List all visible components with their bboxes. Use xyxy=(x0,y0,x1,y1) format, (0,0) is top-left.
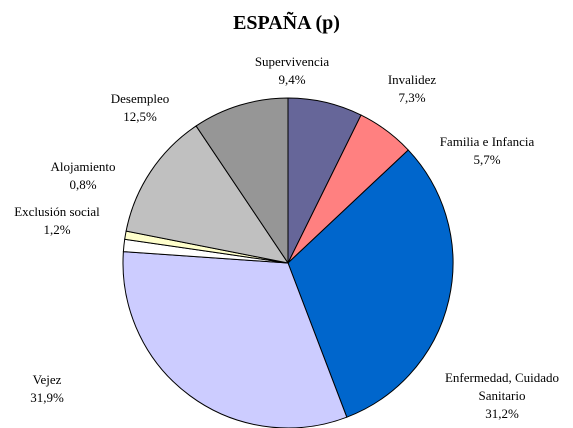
pie-slice xyxy=(125,125,290,264)
value-label: 12,5% xyxy=(123,109,157,124)
value-label: 9,4% xyxy=(278,72,306,87)
value-label: 1,2% xyxy=(43,222,71,237)
pie-slice xyxy=(122,251,348,428)
value-label: 0,8% xyxy=(69,177,97,192)
category-label: Enfermedad, Cuidado Sanitario xyxy=(444,370,560,403)
value-label: 5,7% xyxy=(473,152,501,167)
slice-label: Familia e Infancia 5,7% xyxy=(417,133,557,169)
pie-slice xyxy=(195,97,289,265)
category-label: Desempleo xyxy=(110,91,170,106)
slice-label: Vejez 31,9% xyxy=(7,371,87,407)
slice-label: Desempleo 12,5% xyxy=(90,90,190,126)
chart-title: ESPAÑA (p) xyxy=(233,12,340,34)
slice-label: Enfermedad, Cuidado Sanitario 31,2% xyxy=(427,369,573,423)
value-label: 7,3% xyxy=(398,90,426,105)
value-label: 31,2% xyxy=(485,406,519,421)
category-label: Alojamiento xyxy=(50,159,116,174)
value-label: 31,9% xyxy=(30,390,64,405)
category-label: Vejez xyxy=(32,372,62,387)
category-label: Familia e Infancia xyxy=(439,134,535,149)
category-label: Invalidez xyxy=(387,72,437,87)
pie-slice xyxy=(287,149,454,418)
slice-label: Exclusión social 1,2% xyxy=(2,203,112,239)
slice-label: Invalidez 7,3% xyxy=(352,71,472,107)
category-label: Supervivencia xyxy=(254,54,330,69)
slice-label: Supervivencia 9,4% xyxy=(232,53,352,89)
slice-label: Alojamiento 0,8% xyxy=(28,158,138,194)
category-label: Exclusión social xyxy=(14,204,100,219)
